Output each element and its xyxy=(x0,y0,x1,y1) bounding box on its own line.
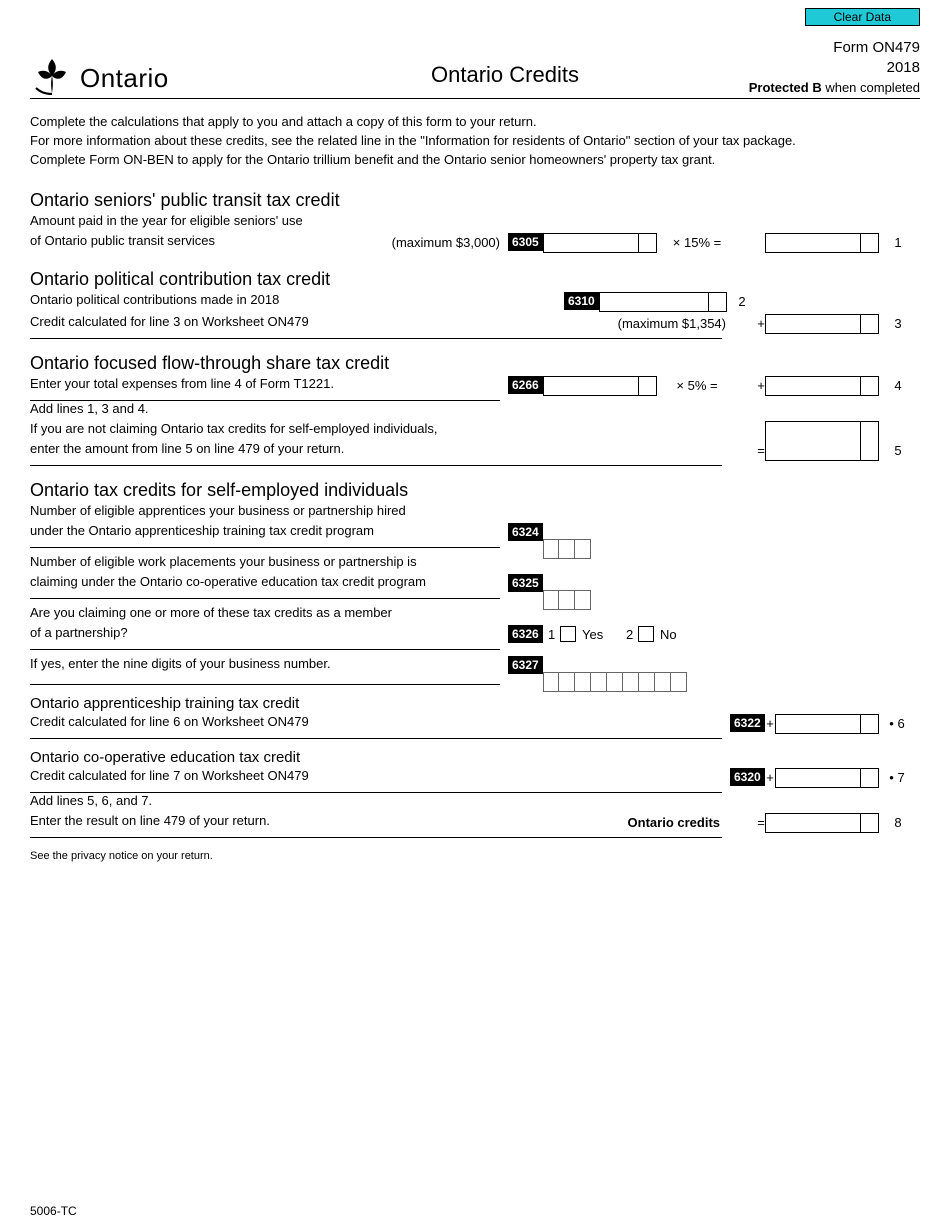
privacy-footnote: See the privacy notice on your return. xyxy=(30,850,920,862)
clear-data-button[interactable]: Clear Data xyxy=(805,8,920,26)
intro-line: For more information about these credits… xyxy=(30,132,920,151)
cents-box[interactable] xyxy=(861,314,879,334)
field-code-badge: 6326 xyxy=(508,625,543,643)
line-number: 3 xyxy=(888,316,908,331)
line-text: If yes, enter the nine digits of your bu… xyxy=(30,656,331,673)
line-text: Add lines 1, 3 and 4. xyxy=(30,401,149,418)
field-code-badge: 6322 xyxy=(730,714,765,732)
line-number: 2 xyxy=(732,294,752,309)
line-number: 1 xyxy=(888,235,908,250)
line-text: of a partnership? xyxy=(30,625,128,642)
line-text: Add lines 5, 6, and 7. xyxy=(30,793,152,810)
form-year: 2018 xyxy=(700,58,920,78)
input-6327-business-number[interactable] xyxy=(543,672,687,692)
section-title-self-employed: Ontario tax credits for self-employed in… xyxy=(30,480,920,501)
field-code-badge: 6325 xyxy=(508,574,543,592)
line-text: Are you claiming one or more of these ta… xyxy=(30,605,392,622)
form-id: Form ON479 xyxy=(700,38,920,58)
cents-box[interactable] xyxy=(861,376,879,396)
field-code-badge: 6310 xyxy=(564,292,599,310)
section-title-seniors-transit: Ontario seniors' public transit tax cred… xyxy=(30,190,920,211)
intro-line: Complete the calculations that apply to … xyxy=(30,113,920,132)
cents-box[interactable] xyxy=(709,292,727,312)
line-text: under the Ontario apprenticeship trainin… xyxy=(30,523,374,540)
cents-box[interactable] xyxy=(639,376,657,396)
line-text: Ontario political contributions made in … xyxy=(30,292,279,309)
option-label: No xyxy=(660,627,677,642)
input-6310-amount[interactable] xyxy=(599,292,709,312)
input-6266-amount[interactable] xyxy=(543,376,639,396)
intro-text: Complete the calculations that apply to … xyxy=(30,113,920,170)
cents-box[interactable] xyxy=(861,813,879,833)
cents-box[interactable] xyxy=(861,768,879,788)
ontario-trillium-icon xyxy=(30,54,74,96)
field-code-badge: 6327 xyxy=(508,656,543,674)
intro-line: Complete Form ON-BEN to apply for the On… xyxy=(30,151,920,170)
cents-box[interactable] xyxy=(861,233,879,253)
rate-label: × 5% = xyxy=(662,378,732,393)
line-text: of Ontario public transit services xyxy=(30,233,215,250)
max-note: (maximum $3,000) xyxy=(370,235,500,250)
ontario-credits-label: Ontario credits xyxy=(590,815,720,830)
protected-suffix: when completed xyxy=(822,80,920,95)
line-text: Enter the result on line 479 of your ret… xyxy=(30,813,270,830)
option-number: 2 xyxy=(626,627,633,642)
cents-box[interactable] xyxy=(639,233,657,253)
section-title-flowthrough: Ontario focused flow-through share tax c… xyxy=(30,353,920,374)
input-line6-result[interactable] xyxy=(775,714,861,734)
section-title-apprenticeship: Ontario apprenticeship training tax cred… xyxy=(30,695,920,712)
line-text: Number of eligible work placements your … xyxy=(30,554,417,571)
form-header: Ontario Ontario Credits Form ON479 2018 … xyxy=(30,38,920,99)
checkbox-no[interactable] xyxy=(638,626,654,642)
line-number: 5 xyxy=(888,443,908,458)
line-text: Enter your total expenses from line 4 of… xyxy=(30,376,334,393)
field-code-badge: 6324 xyxy=(508,523,543,541)
input-line7-result[interactable] xyxy=(775,768,861,788)
checkbox-yes[interactable] xyxy=(560,626,576,642)
field-code-badge: 6305 xyxy=(508,233,543,251)
input-line8-total[interactable] xyxy=(765,813,861,833)
line-text: enter the amount from line 5 on line 479… xyxy=(30,441,344,458)
protected-b: Protected B xyxy=(749,80,822,95)
option-number: 1 xyxy=(548,627,555,642)
cents-box[interactable] xyxy=(861,421,879,461)
field-code-badge: 6266 xyxy=(508,376,543,394)
max-note: (maximum $1,354) xyxy=(596,316,726,331)
field-code-badge: 6320 xyxy=(730,768,765,786)
option-label: Yes xyxy=(582,627,603,642)
cents-box[interactable] xyxy=(861,714,879,734)
form-title: Ontario Credits xyxy=(310,62,700,96)
line-text: Credit calculated for line 3 on Workshee… xyxy=(30,314,309,331)
line-text: If you are not claiming Ontario tax cred… xyxy=(30,421,438,438)
line-text: Credit calculated for line 7 on Workshee… xyxy=(30,768,309,785)
line-text: Credit calculated for line 6 on Workshee… xyxy=(30,714,309,731)
line-number: 4 xyxy=(888,378,908,393)
ontario-wordmark: Ontario xyxy=(80,63,169,96)
input-line1-result[interactable] xyxy=(765,233,861,253)
section-title-coop: Ontario co-operative education tax credi… xyxy=(30,749,920,766)
line-text: Number of eligible apprentices your busi… xyxy=(30,503,406,520)
input-6305-amount[interactable] xyxy=(543,233,639,253)
section-title-political: Ontario political contribution tax credi… xyxy=(30,269,920,290)
input-line3-result[interactable] xyxy=(765,314,861,334)
input-line4-result[interactable] xyxy=(765,376,861,396)
rate-label: × 15% = xyxy=(662,235,732,250)
line-text: Amount paid in the year for eligible sen… xyxy=(30,213,303,230)
line-text: claiming under the Ontario co-operative … xyxy=(30,574,426,591)
input-line5-result[interactable] xyxy=(765,421,861,461)
line-number: 8 xyxy=(888,815,908,830)
form-meta: Form ON479 2018 Protected B when complet… xyxy=(700,38,920,96)
line-number: • 6 xyxy=(882,716,912,731)
form-code: 5006-TC xyxy=(30,1204,77,1218)
line-number: • 7 xyxy=(882,770,912,785)
